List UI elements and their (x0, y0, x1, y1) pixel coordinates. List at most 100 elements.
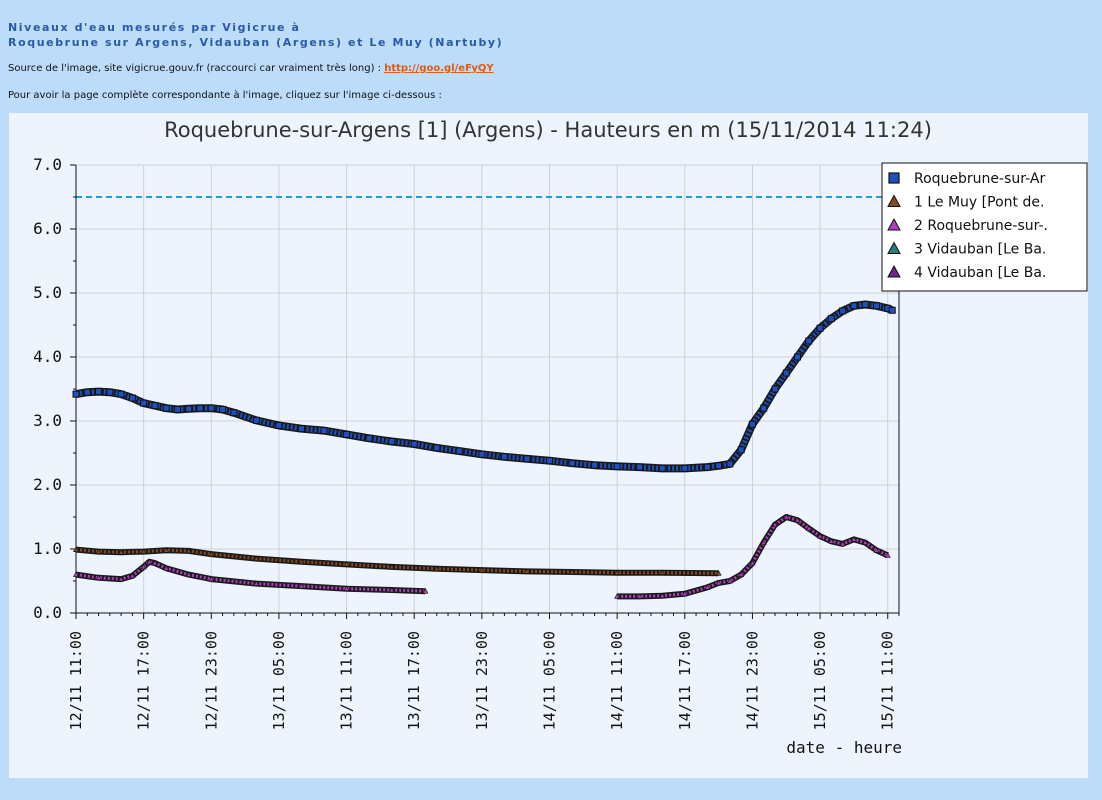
data-point (569, 568, 576, 575)
data-point (659, 592, 666, 599)
data-point (128, 394, 136, 402)
data-point (252, 416, 260, 424)
data-point (72, 390, 80, 398)
data-point (636, 463, 644, 471)
data-point (433, 565, 440, 572)
data-point (681, 590, 688, 597)
data-point (850, 302, 858, 310)
data-point (219, 405, 227, 413)
data-point (343, 585, 350, 591)
data-point (726, 460, 734, 468)
data-point (95, 388, 103, 396)
legend-marker (887, 264, 901, 278)
data-point (805, 337, 813, 345)
data-point (760, 404, 768, 412)
data-point (422, 588, 429, 594)
data-point (230, 409, 238, 417)
y-tick-label: 2.0 (33, 475, 62, 494)
x-tick-label: 13/11 23:00 (473, 631, 491, 730)
data-point (862, 539, 869, 545)
data-point (704, 584, 711, 590)
y-tick-label: 0.0 (33, 603, 62, 622)
data-point (782, 369, 790, 377)
x-tick-label: 12/11 11:00 (67, 631, 85, 730)
page-title-line2: Roquebrune sur Argens, Vidauban (Argens)… (8, 36, 504, 49)
series-1 (72, 546, 722, 577)
series-line (75, 302, 894, 471)
x-tick-label: 14/11 05:00 (541, 631, 559, 730)
data-point (129, 572, 136, 579)
data-point (151, 559, 158, 566)
data-point (681, 464, 689, 472)
data-point (298, 583, 305, 589)
x-tick-label: 15/11 11:00 (879, 631, 897, 730)
chart-title: Roquebrune-sur-Argens [1] (Argens) - Hau… (164, 118, 932, 142)
data-point (72, 571, 80, 577)
data-point (185, 547, 192, 554)
x-axis-label: date - heure (786, 738, 902, 757)
data-point (726, 577, 733, 584)
legend: Roquebrune-sur-Ar 1 Le Muy [Pont de. 2 Roq… (881, 162, 1088, 292)
data-point (298, 558, 305, 565)
data-point (861, 301, 869, 309)
data-point (208, 551, 215, 557)
x-tick-label: 14/11 23:00 (743, 631, 761, 730)
legend-label: 1 Le Muy [Pont de. (914, 195, 1044, 211)
data-point (95, 574, 102, 581)
data-point (173, 405, 181, 413)
data-point (275, 421, 283, 429)
data-point (850, 536, 857, 542)
data-point (771, 521, 778, 527)
data-point (95, 548, 102, 554)
data-point (208, 575, 215, 582)
grid (76, 164, 899, 613)
source-note: Source de l'image, site vigicrue.gouv.fr… (8, 63, 494, 74)
data-point (140, 563, 147, 570)
data-point (162, 404, 170, 412)
data-point (72, 546, 80, 552)
legend-box (881, 162, 1088, 292)
chart-image[interactable]: Roquebrune-sur-Argens [1] (Argens) - Hau… (9, 113, 1088, 778)
data-point (636, 593, 643, 599)
y-tick-label: 6.0 (33, 219, 62, 238)
data-point (151, 402, 159, 410)
data-point (613, 462, 621, 470)
data-point (106, 388, 114, 396)
series-line-outline (75, 300, 894, 473)
data-point (749, 559, 756, 566)
source-link[interactable]: http://goo.gl/eFyQY (384, 63, 494, 74)
legend-marker (887, 194, 901, 207)
legend-marker (887, 217, 901, 231)
x-tick-label: 14/11 17:00 (676, 631, 694, 730)
data-point (614, 593, 621, 599)
data-point (659, 569, 666, 575)
data-point (888, 306, 896, 314)
data-point (140, 399, 148, 407)
data-point (410, 440, 418, 448)
legend-label: 2 Roquebrune-sur-. (914, 218, 1048, 234)
data-point (185, 571, 192, 577)
data-point (118, 575, 125, 582)
data-point (748, 420, 756, 428)
x-tick-label: 12/11 23:00 (202, 631, 220, 730)
data-point (591, 461, 599, 469)
x-tick-label: 12/11 17:00 (135, 631, 153, 730)
data-point (478, 567, 485, 573)
page-title: Niveaux d'eau mesurés par Vigicrue à Roq… (8, 20, 503, 50)
data-point (771, 385, 779, 393)
x-tick-label: 15/11 05:00 (811, 631, 829, 730)
data-point (783, 513, 790, 520)
data-point (839, 307, 847, 315)
data-point (760, 539, 767, 545)
data-point (163, 565, 170, 571)
data-point (805, 525, 812, 531)
data-point (794, 353, 802, 361)
data-point (253, 580, 260, 586)
data-point (433, 444, 441, 452)
data-point (873, 547, 880, 553)
legend-label: 4 Vidauban [Le Ba. (914, 265, 1046, 281)
y-tick-label: 4.0 (33, 347, 62, 366)
data-point (343, 430, 351, 438)
data-point (794, 517, 801, 523)
legend-marker (888, 172, 900, 184)
